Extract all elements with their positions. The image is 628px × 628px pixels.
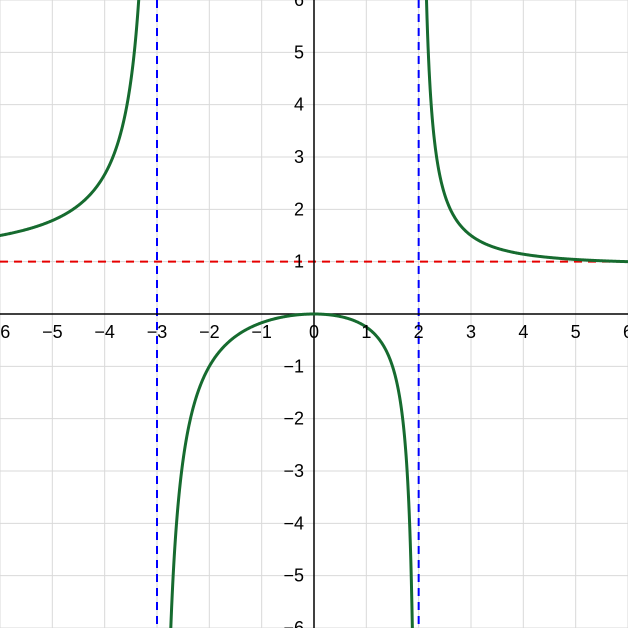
x-tick-label: 4: [518, 322, 528, 342]
x-tick-label: −2: [199, 322, 220, 342]
y-tick-label: −4: [283, 513, 304, 533]
y-tick-label: 2: [294, 199, 304, 219]
x-tick-label: 6: [623, 322, 628, 342]
x-tick-label: 2: [414, 322, 424, 342]
y-tick-label: −1: [283, 356, 304, 376]
rational-function-plot: −6−5−4−3−2−10123456−6−5−4−3−2−1123456: [0, 0, 628, 628]
x-tick-label: −3: [147, 322, 168, 342]
x-tick-label: −4: [94, 322, 115, 342]
y-tick-label: 3: [294, 147, 304, 167]
y-tick-label: 6: [294, 0, 304, 10]
y-tick-label: −5: [283, 566, 304, 586]
x-tick-label: 3: [466, 322, 476, 342]
y-tick-label: 4: [294, 95, 304, 115]
y-tick-label: −6: [283, 618, 304, 628]
x-tick-label: −6: [0, 322, 10, 342]
x-tick-label: 5: [571, 322, 581, 342]
y-tick-label: 1: [294, 252, 304, 272]
y-tick-label: 5: [294, 42, 304, 62]
x-tick-label: 0: [309, 322, 319, 342]
x-tick-label: 1: [361, 322, 371, 342]
x-tick-label: −1: [251, 322, 272, 342]
x-tick-label: −5: [42, 322, 63, 342]
y-tick-label: −2: [283, 409, 304, 429]
y-tick-label: −3: [283, 461, 304, 481]
